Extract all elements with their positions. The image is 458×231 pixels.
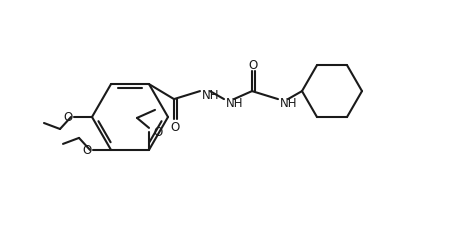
Text: NH: NH (280, 96, 298, 109)
Text: O: O (83, 144, 92, 157)
Text: O: O (248, 58, 257, 71)
Text: O: O (64, 111, 73, 124)
Text: NH: NH (202, 88, 219, 101)
Text: NH: NH (226, 96, 244, 109)
Text: O: O (153, 126, 162, 139)
Text: O: O (170, 120, 180, 133)
